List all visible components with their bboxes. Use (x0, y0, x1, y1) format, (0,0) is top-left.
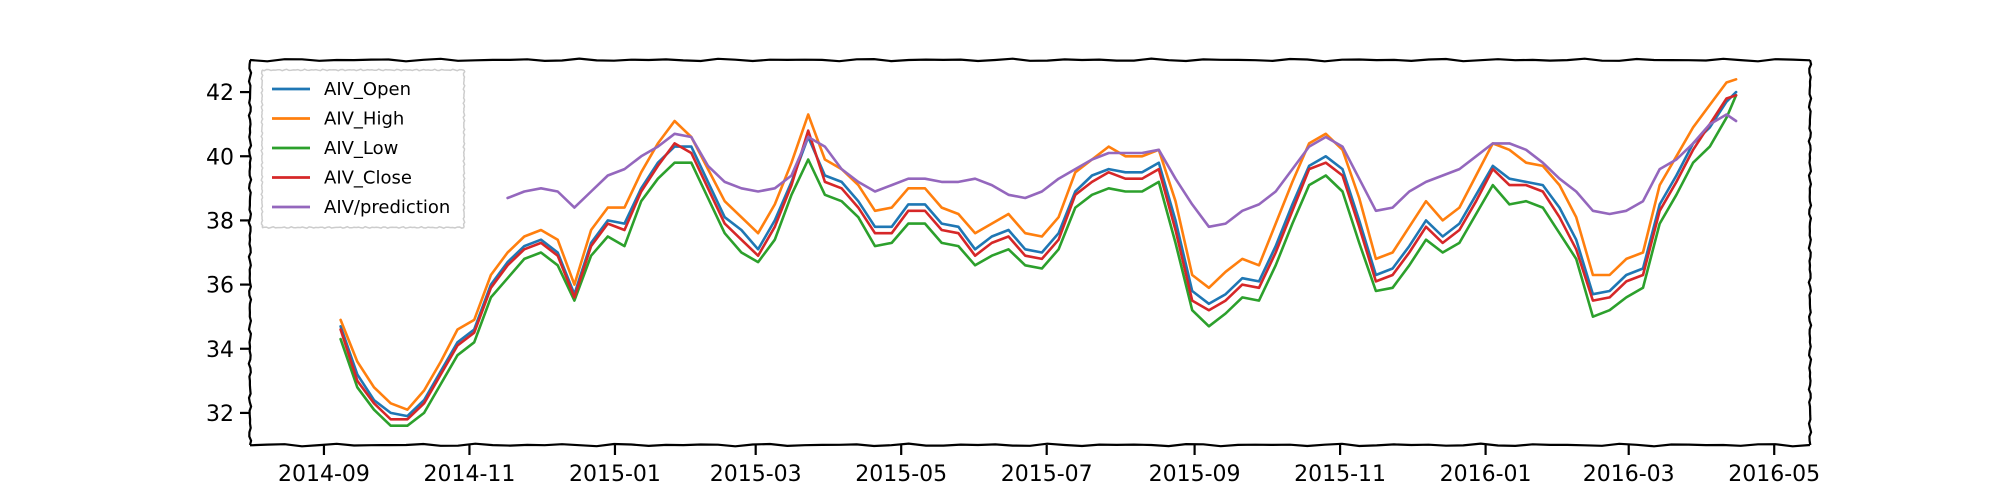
series-line-aiv-high (339, 78, 1738, 411)
legend-box (260, 68, 466, 230)
series-line-aiv-low (339, 94, 1738, 427)
y-axis: 32 34 36 38 40 42 (206, 81, 250, 427)
y-tick-label: 38 (206, 209, 234, 234)
x-tick-label: 2014-11 (423, 462, 515, 487)
legend-label-aiv-low: AIV_Low (324, 138, 398, 159)
x-tick-label: 2015-05 (855, 462, 947, 487)
series-line-aiv-prediction (506, 113, 1738, 229)
x-axis: 2014-09 2014-11 2015-01 2015-03 2015-05 2015-… (278, 445, 1820, 487)
legend-label-aiv-close: AIV_Close (324, 168, 412, 189)
legend-label-aiv-prediction: AIV/prediction (324, 197, 450, 218)
y-tick-label: 42 (206, 81, 234, 106)
series-line-aiv-open (339, 90, 1738, 418)
x-tick-label: 2015-07 (1001, 462, 1093, 487)
axes-frame (247, 57, 1813, 448)
x-tick-label: 2015-09 (1149, 462, 1241, 487)
x-tick-label: 2016-05 (1728, 462, 1820, 487)
legend: AIV_Open AIV_High AIV_Low AIV_Close AIV/pred… (260, 68, 466, 230)
x-tick-label: 2015-01 (569, 462, 661, 487)
x-tick-label: 2014-09 (278, 462, 370, 487)
legend-label-aiv-open: AIV_Open (324, 79, 411, 100)
y-tick-label: 32 (206, 402, 234, 427)
series-line-aiv-close (339, 94, 1738, 421)
series-lines (339, 78, 1738, 427)
x-tick-label: 2015-03 (710, 462, 802, 487)
legend-label-aiv-high: AIV_High (324, 109, 404, 130)
x-tick-label: 2016-01 (1440, 462, 1532, 487)
y-tick-label: 34 (206, 338, 234, 363)
y-tick-label: 36 (206, 274, 234, 299)
x-tick-label: 2016-03 (1583, 462, 1675, 487)
x-tick-label: 2015-11 (1294, 462, 1386, 487)
y-tick-label: 40 (206, 145, 234, 170)
